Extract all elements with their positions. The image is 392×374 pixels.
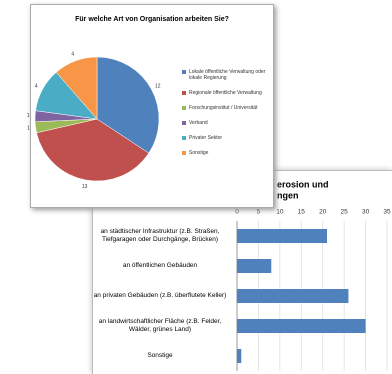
data-label: 1	[27, 126, 30, 132]
y-tick-label: an privaten Gebäuden (z.B. überflutete K…	[93, 292, 227, 299]
data-label: 4	[35, 84, 38, 90]
y-tick-label: Sonstige	[147, 352, 173, 359]
y-tick-label: an landwirtschaftlicher Fläche (z.B. Fel…	[98, 318, 222, 333]
x-tick-label: 0	[235, 209, 239, 216]
pie-chart-panel: Für welche Art von Organisation arbeiten…	[27, 4, 274, 208]
chart-title: Für welche Art von Organisation arbeiten…	[75, 16, 229, 23]
pie-chart: Für welche Art von Organisation arbeiten…	[27, 16, 229, 190]
y-tick-label: an städtischer Infrastruktur (z.B. Straß…	[100, 228, 220, 243]
legend-swatch	[182, 70, 186, 74]
x-tick-label: 30	[362, 209, 370, 216]
bar	[237, 259, 272, 273]
x-tick-label: 10	[276, 209, 284, 216]
chart-title: ngen	[277, 190, 299, 200]
x-tick-label: 5	[257, 209, 261, 216]
bar	[237, 229, 327, 243]
data-label: 1	[27, 113, 30, 119]
legend-label: Regionale öffentliche Verwaltung	[189, 90, 262, 96]
legend-label: Lokale öffentliche Verwaltung oder lokal…	[189, 69, 266, 81]
x-tick-label: 35	[383, 209, 391, 216]
bar	[237, 319, 366, 333]
bar	[237, 289, 349, 303]
legend-swatch	[182, 151, 186, 155]
pie-slice	[55, 56, 98, 120]
legend-label: Sonstige	[189, 150, 209, 156]
legend-label: Verband	[189, 120, 208, 126]
bar	[237, 349, 242, 363]
legend-swatch	[182, 136, 186, 140]
chart-title: erosion und	[277, 179, 329, 189]
data-label: 4	[71, 52, 74, 58]
legend-swatch	[182, 121, 186, 125]
legend-swatch	[182, 91, 186, 95]
x-tick-label: 15	[298, 209, 306, 216]
x-tick-label: 20	[319, 209, 327, 216]
y-tick-label: an öffentlichen Gebäuden	[122, 262, 198, 269]
legend-label: Forschungsinstitut / Universität	[189, 105, 258, 111]
legend-label: Privater Sektor	[189, 135, 223, 141]
pie-slice	[36, 118, 150, 182]
data-label: 13	[82, 184, 88, 190]
legend-swatch	[182, 106, 186, 110]
x-tick-label: 25	[341, 209, 349, 216]
data-label: 12	[155, 84, 161, 90]
